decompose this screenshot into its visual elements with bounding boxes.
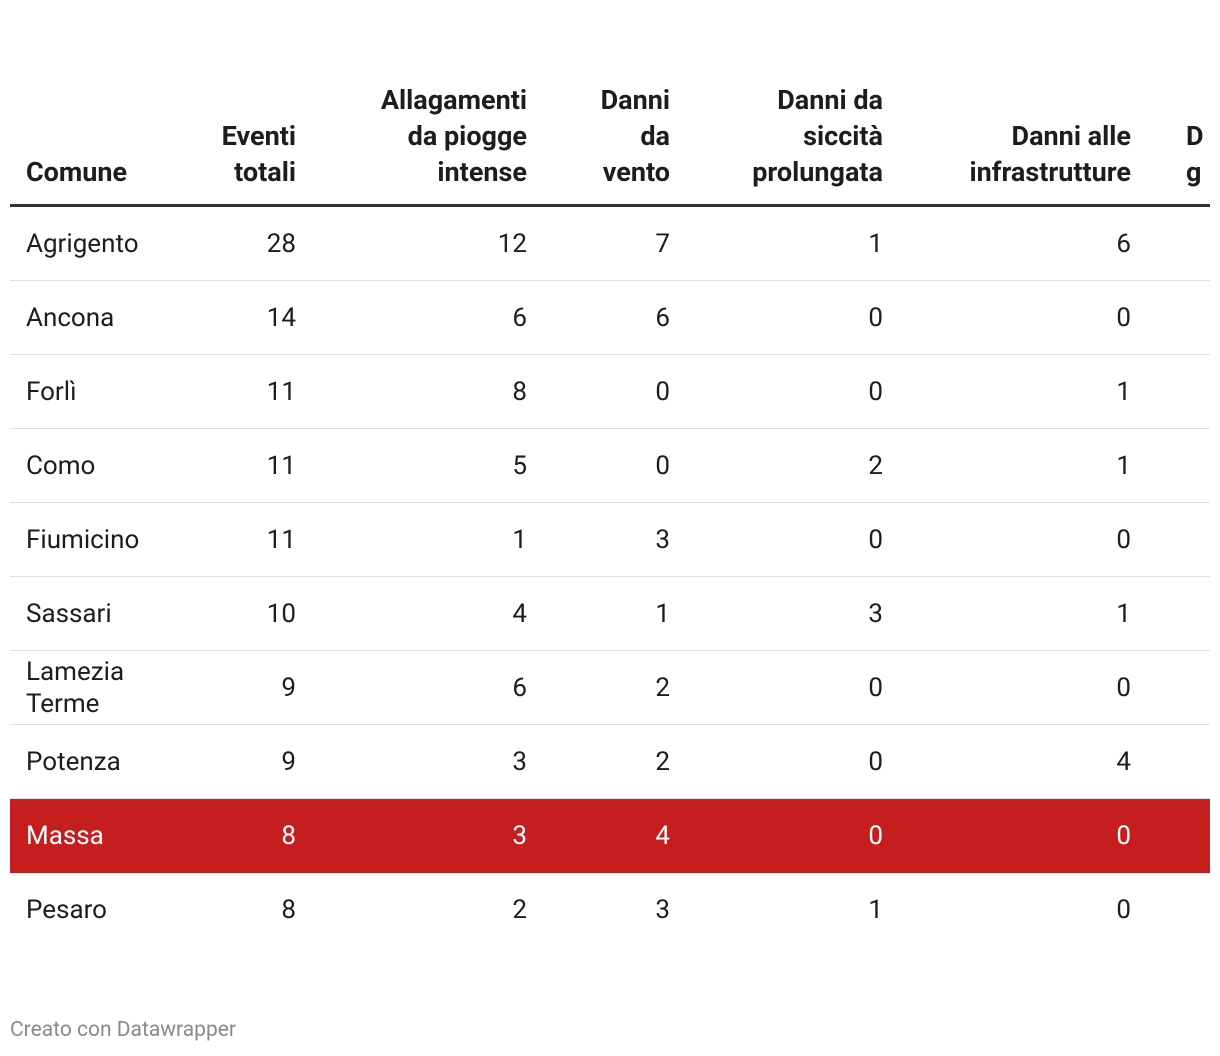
cell-value: 6 [512, 302, 527, 333]
cell-value: 1 [1116, 376, 1131, 407]
cell-value: 2 [868, 450, 883, 481]
cell-value: 1 [1116, 450, 1131, 481]
header-text: g [1186, 156, 1202, 188]
row-label: Como [26, 450, 96, 481]
cell-value: 0 [1116, 820, 1131, 851]
cell-value: 8 [281, 894, 296, 925]
cell-value: 7 [655, 228, 670, 259]
header-cell: Danni alle infrastrutture [883, 118, 1131, 190]
header-cell: Danni da siccità prolungata [670, 82, 883, 190]
table-row: Sassari 10 4 1 3 1 [10, 577, 1210, 651]
row-label: Ancona [26, 302, 115, 333]
cell-value: 3 [655, 524, 670, 555]
row-label: Agrigento [26, 228, 139, 259]
cell-value: 0 [868, 376, 883, 407]
cell-value: 3 [512, 746, 527, 777]
cell-value: 0 [868, 672, 883, 703]
table-header: Comune Eventi totali Allagamenti da piogge in… [10, 0, 1210, 207]
header-text: Eventi [221, 120, 296, 152]
header-text: D [1186, 120, 1204, 152]
cell-value: 28 [266, 228, 296, 259]
header-text: vento [602, 156, 670, 188]
cell-value: 1 [868, 894, 883, 925]
cell-value: 11 [266, 376, 296, 407]
header-text: prolungata [752, 156, 883, 188]
cell-value: 6 [512, 672, 527, 703]
cell-value: 4 [655, 820, 670, 851]
table-row: Pesaro 8 2 3 1 0 [10, 873, 1210, 946]
header-text: Danni alle [1011, 120, 1131, 152]
cell-value: 0 [868, 524, 883, 555]
table-row: Ancona 14 6 6 0 0 [10, 281, 1210, 355]
cell-value: 1 [1116, 598, 1131, 629]
cell-value: 4 [512, 598, 527, 629]
row-label: Pesaro [26, 894, 107, 925]
header-text: da piogge [407, 120, 527, 152]
cell-value: 6 [1116, 228, 1131, 259]
cell-value: 5 [512, 450, 527, 481]
row-label: Sassari [26, 598, 112, 629]
header-cell: Danni da vento [527, 82, 670, 190]
table-row: Como 11 5 0 2 1 [10, 429, 1210, 503]
row-label: Lamezia Terme [26, 656, 125, 719]
header-text: Danni da [777, 84, 883, 116]
header-text: Comune [26, 156, 128, 188]
header-text: intense [437, 156, 527, 188]
table-body: Agrigento 28 12 7 1 6 Ancona 14 6 6 0 0 Forlì 11 8 0 0 1 C… [10, 207, 1210, 946]
cell-value: 6 [655, 302, 670, 333]
header-text: siccità [803, 120, 883, 152]
cell-value: 1 [868, 228, 883, 259]
cell-value: 9 [281, 672, 296, 703]
header-cell: Eventi totali [160, 118, 296, 190]
header-cell: Comune [10, 154, 160, 190]
row-label: Potenza [26, 746, 121, 777]
cell-value: 2 [512, 894, 527, 925]
header-text: infrastrutture [969, 156, 1131, 188]
cell-value: 0 [868, 746, 883, 777]
cell-value: 8 [281, 820, 296, 851]
table: Comune Eventi totali Allagamenti da piogge in… [10, 0, 1210, 946]
row-label: Fiumicino [26, 524, 140, 555]
cell-value: 0 [868, 302, 883, 333]
header-text: da [640, 120, 670, 152]
cell-value: 0 [1116, 672, 1131, 703]
table-row: Potenza 9 3 2 0 4 [10, 725, 1210, 799]
table-row: Forlì 11 8 0 0 1 [10, 355, 1210, 429]
cell-value: 0 [1116, 894, 1131, 925]
cell-value: 12 [497, 228, 527, 259]
cell-value: 2 [655, 672, 670, 703]
table-row: Lamezia Terme 9 6 2 0 0 [10, 651, 1210, 725]
cell-value: 0 [868, 820, 883, 851]
cell-value: 1 [512, 524, 527, 555]
table-row: Fiumicino 11 1 3 0 0 [10, 503, 1210, 577]
cell-value: 11 [266, 524, 296, 555]
table-row: Agrigento 28 12 7 1 6 [10, 207, 1210, 281]
header-cell: Allagamenti da piogge intense [296, 82, 527, 190]
cell-value: 0 [655, 450, 670, 481]
cell-value: 14 [266, 302, 296, 333]
cell-value: 1 [655, 598, 670, 629]
cell-value: 4 [1116, 746, 1131, 777]
row-label: Forlì [26, 376, 77, 407]
header-text: totali [234, 156, 296, 188]
cell-value: 8 [512, 376, 527, 407]
cell-value: 0 [1116, 524, 1131, 555]
cell-value: 3 [868, 598, 883, 629]
cell-value: 9 [281, 746, 296, 777]
row-label: Massa [26, 820, 104, 851]
footer: Creato con Datawrapper [10, 1018, 237, 1042]
header-text: Danni [600, 84, 670, 116]
cell-value: 0 [655, 376, 670, 407]
cell-value: 11 [266, 450, 296, 481]
cell-value: 3 [512, 820, 527, 851]
header-text: Allagamenti [380, 84, 527, 116]
cell-value: 0 [1116, 302, 1131, 333]
cell-value: 10 [266, 598, 296, 629]
table-row: Massa 8 3 4 0 0 [10, 799, 1210, 873]
cell-value: 2 [655, 746, 670, 777]
cell-value: 3 [655, 894, 670, 925]
